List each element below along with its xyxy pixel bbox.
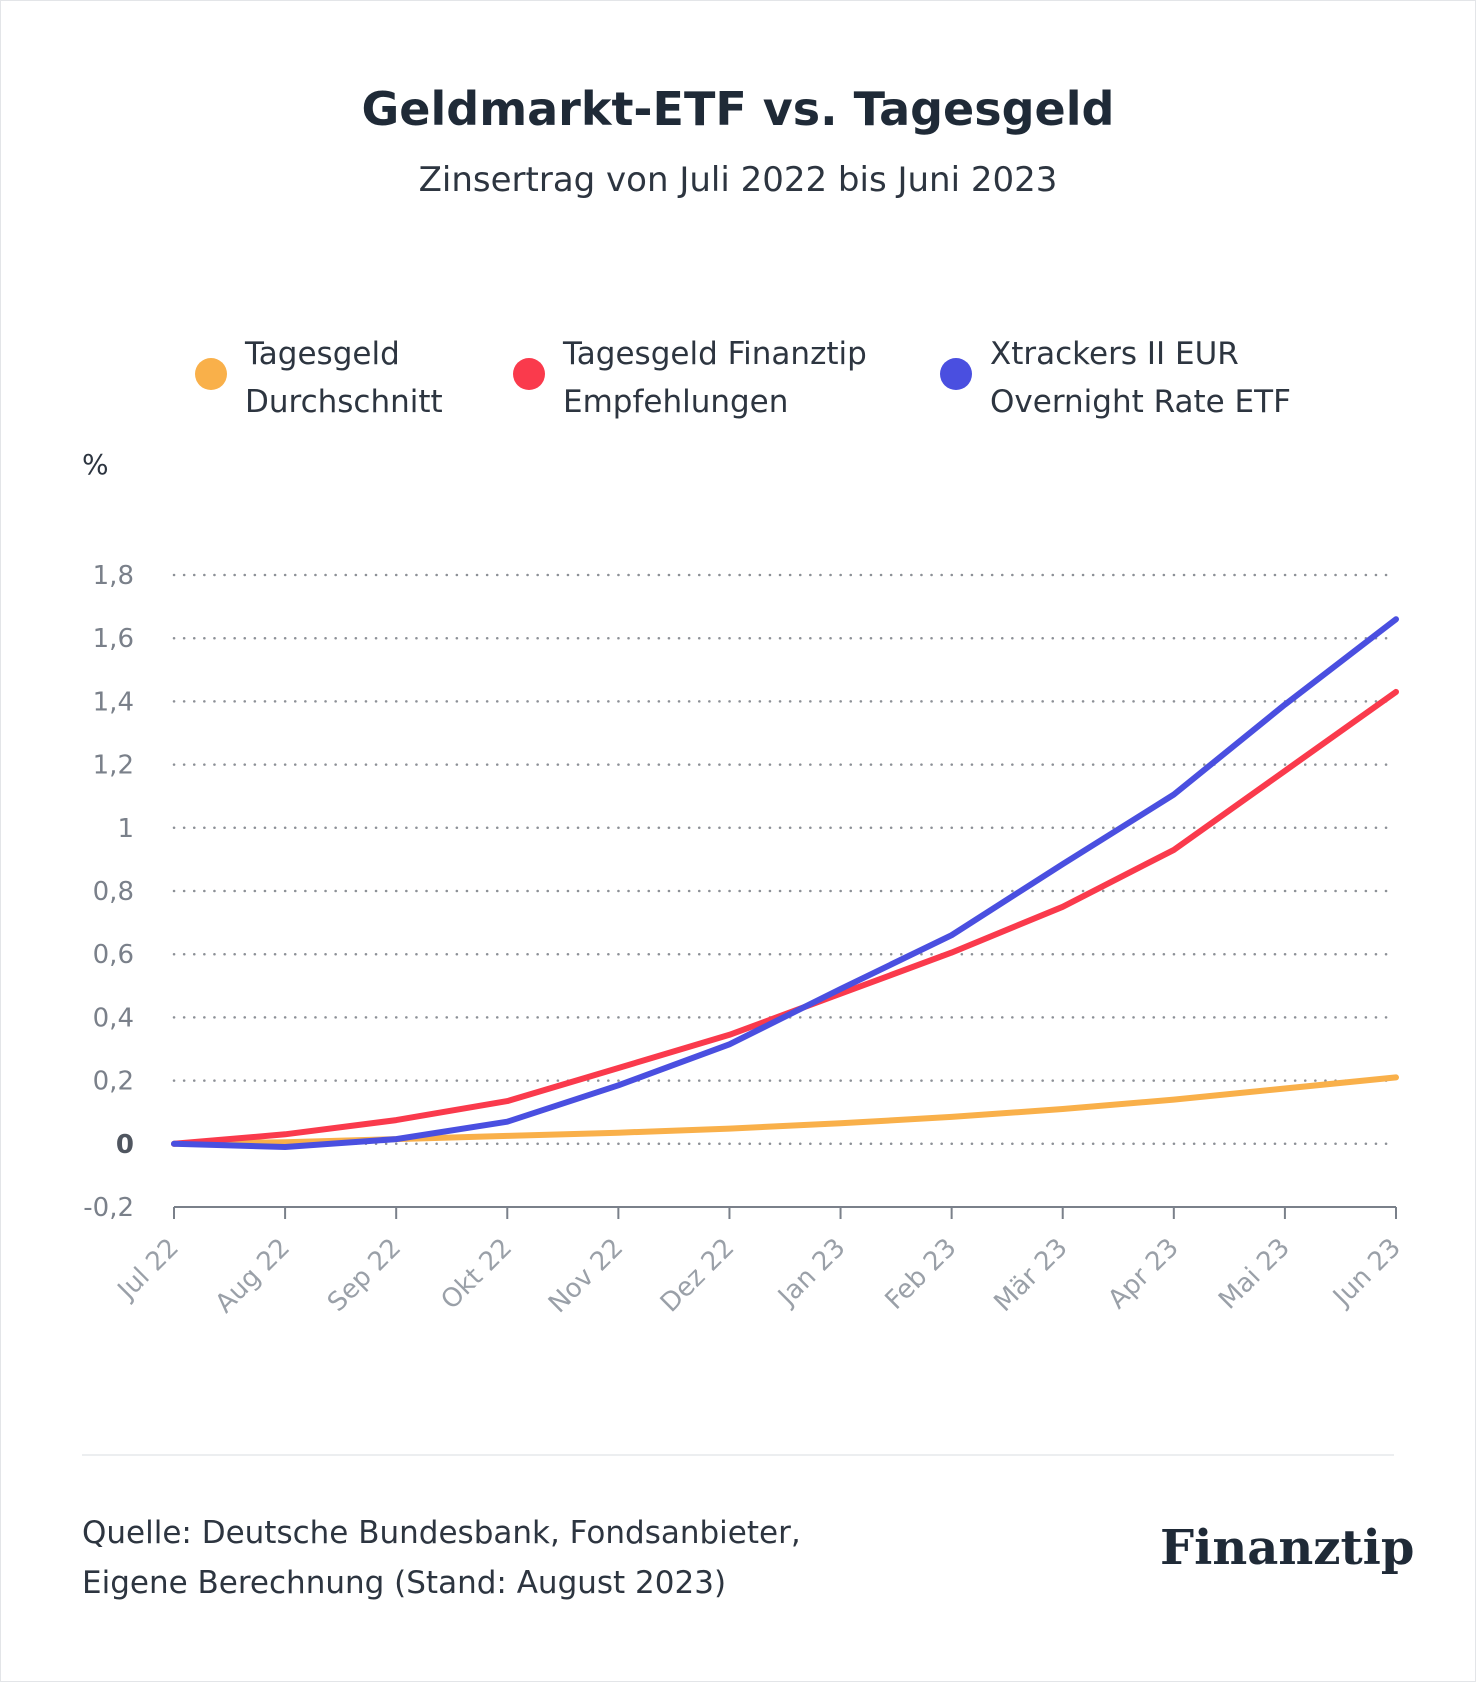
legend-label-line1: Tagesgeld (245, 336, 400, 372)
legend-label-line1: Xtrackers II EUR (990, 336, 1239, 372)
legend-label-line1: Tagesgeld Finanztip (563, 336, 867, 372)
legend-swatch-blue (940, 358, 972, 390)
source-note: Quelle: Deutsche Bundesbank, Fondsanbiet… (82, 1508, 801, 1608)
x-tick-label: Mai 23 (1213, 1233, 1296, 1316)
x-tick-label: Feb 23 (880, 1233, 963, 1316)
legend-swatch-red (513, 358, 545, 390)
y-axis-unit-label: % (82, 448, 109, 481)
y-tick-label: 0,8 (93, 877, 134, 907)
footer-divider (82, 1454, 1394, 1456)
legend-label-line2: Empfehlungen (563, 384, 789, 420)
x-tick-label: Mär 23 (989, 1233, 1074, 1318)
series-lines (171, 616, 1399, 1150)
y-tick-label: 0 (116, 1130, 134, 1160)
y-tick-label: 0,6 (93, 940, 134, 970)
y-tick-label: 1 (117, 814, 134, 844)
legend-swatch-orange (195, 358, 227, 390)
line-chart: -0,2 0 0,2 0,4 0,6 0,8 1 1,2 1,4 1,6 1,8 Jul 22 Aug… (83, 561, 1407, 1319)
source-line-2: Eigene Berechnung (Stand: August 2023) (82, 1565, 727, 1601)
legend-label-line2: Overnight Rate ETF (990, 384, 1291, 420)
y-tick-label: 1,8 (93, 561, 134, 591)
chart-title: Geldmarkt-ETF vs. Tagesgeld (361, 82, 1115, 136)
x-tick-label: Sep 22 (322, 1233, 407, 1318)
y-tick-label: 1,2 (93, 751, 134, 781)
source-line-1: Quelle: Deutsche Bundesbank, Fondsanbiet… (82, 1515, 801, 1551)
x-tick-label: Apr 23 (1103, 1233, 1185, 1315)
chart-subtitle: Zinsertrag von Juli 2022 bis Juni 2023 (418, 160, 1058, 200)
legend-label: Xtrackers II EUR Overnight Rate ETF (990, 330, 1291, 426)
x-tick-label: Nov 22 (543, 1233, 629, 1319)
x-tick-label: Dez 22 (655, 1233, 741, 1319)
x-tick-label: Aug 22 (210, 1233, 296, 1319)
y-tick-label: -0,2 (83, 1193, 134, 1223)
x-tick-label: Jul 22 (111, 1233, 185, 1307)
grid-lines (172, 573, 1398, 1146)
x-tick-label: Okt 22 (435, 1233, 518, 1316)
y-tick-label: 1,4 (93, 687, 134, 717)
finanztip-logo: Finanztip (1160, 1520, 1415, 1576)
legend-label: Tagesgeld Durchschnitt (245, 330, 443, 426)
x-tick-label: Jun 23 (1326, 1233, 1407, 1314)
y-tick-label: 0,4 (93, 1003, 134, 1033)
legend-label-line2: Durchschnitt (245, 384, 443, 420)
x-tick-label: Jan 23 (771, 1233, 851, 1313)
series-line-0 (171, 1074, 1399, 1147)
legend-label: Tagesgeld Finanztip Empfehlungen (563, 330, 867, 426)
x-axis: Jul 22 Aug 22 Sep 22 Okt 22 Nov 22 Dez 22 Jan … (111, 1206, 1407, 1319)
y-axis-ticks: -0,2 0 0,2 0,4 0,6 0,8 1 1,2 1,4 1,6 1,8 (83, 561, 134, 1223)
y-tick-label: 0,2 (93, 1067, 134, 1097)
y-tick-label: 1,6 (93, 624, 134, 654)
series-line-2 (171, 616, 1399, 1150)
